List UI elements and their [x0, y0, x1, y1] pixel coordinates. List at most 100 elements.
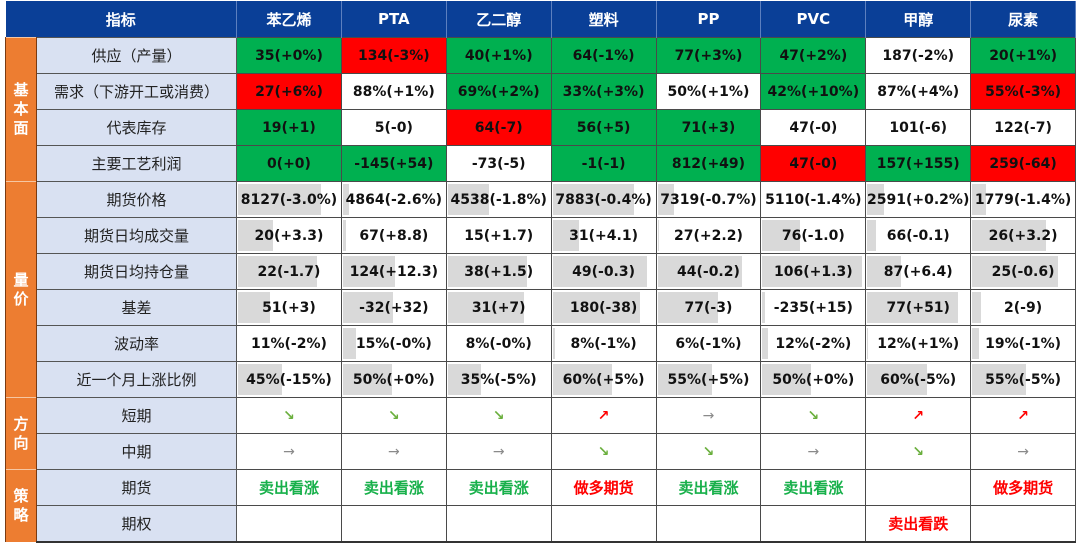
cell-pta: 88%(+1%) — [340, 73, 447, 110]
data-bar — [867, 292, 958, 323]
data-bar — [657, 256, 742, 287]
cell-ethylene-glycol: 31(+7) — [445, 289, 552, 326]
cell-pvc: 47(-0) — [760, 109, 867, 146]
data-bar — [657, 292, 718, 323]
cell-urea: → — [970, 433, 1077, 470]
table-row: 期货日均成交量 20(+3.3) 67(+8.8) 15(+1.7) 31(+4.1) 2… — [6, 217, 1077, 254]
cell-urea: 55%(-5%) — [970, 361, 1077, 398]
cell-value: 4538(-1.8%) — [450, 191, 547, 208]
cell-plastic: 7883(-0.4%) — [550, 181, 657, 218]
header-pp: PP — [655, 1, 762, 38]
cell-pp — [655, 505, 762, 543]
cell-pta: 124(+12.3) — [340, 253, 447, 290]
cell-value: 12%(+1%) — [877, 335, 960, 352]
data-bar — [552, 328, 555, 359]
data-bar — [867, 256, 901, 287]
cell-value: 6%(-1%) — [675, 335, 742, 352]
cell-ethylene-glycol: ↘ — [445, 397, 552, 434]
cell-value: 31(+7) — [471, 299, 526, 316]
cell-value: 19%(-1%) — [985, 335, 1062, 352]
row-label: 近一个月上涨比例 — [35, 361, 238, 398]
cell-value: 77(-3) — [684, 299, 733, 316]
cell-value: 11%(-2%) — [251, 335, 327, 352]
cell-value: 38(+1.5) — [464, 263, 534, 280]
header-metric: 指标 — [5, 1, 238, 38]
arrow-right-icon: → — [702, 407, 715, 424]
category-strategy: 策略 — [5, 469, 37, 542]
cell-pvc: 卖出看涨 — [760, 469, 867, 506]
data-bar — [867, 220, 876, 251]
cell-pta: -145(+54) — [340, 145, 447, 182]
cell-ethylene-glycol — [445, 505, 552, 543]
cell-value: 50%(+0%) — [772, 371, 855, 388]
table-row: 中期 → → → ↘ ↘ → ↘ → — [6, 433, 1077, 470]
cell-plastic: 56(+5) — [550, 109, 657, 146]
cell-value: 27(+2.2) — [674, 227, 743, 244]
cell-styrene: 45%(-15%) — [236, 361, 342, 398]
cell-methanol: 66(-0.1) — [865, 217, 972, 254]
cell-methanol: 卖出看跌 — [865, 505, 972, 543]
arrow-down-right-icon: ↘ — [387, 407, 400, 424]
cell-urea — [970, 505, 1077, 543]
cell-pvc: 12%(-2%) — [760, 325, 867, 362]
table-row: 需求（下游开工或消费） 27(+6%) 88%(+1%) 69%(+2%) 33%(+3… — [6, 73, 1077, 110]
cell-value: -235(+15) — [773, 299, 853, 316]
arrow-down-right-icon: ↘ — [912, 443, 925, 460]
row-label: 期权 — [35, 505, 238, 543]
cell-styrene: 22(-1.7) — [236, 253, 342, 290]
data-bar — [657, 364, 712, 395]
cell-urea: 55%(-3%) — [970, 73, 1077, 110]
data-bar — [342, 328, 357, 359]
cell-value: 22(-1.7) — [257, 263, 321, 280]
data-bar — [552, 256, 648, 287]
cell-styrene: 卖出看涨 — [236, 469, 342, 506]
cell-value: 7883(-0.4%) — [555, 191, 652, 208]
cell-ethylene-glycol: 4538(-1.8%) — [445, 181, 552, 218]
cell-ethylene-glycol: 40(+1%) — [445, 37, 552, 74]
header-styrene: 苯乙烯 — [236, 1, 342, 38]
cell-methanol — [865, 469, 972, 506]
cell-pp: 6%(-1%) — [655, 325, 762, 362]
header-urea: 尿素 — [970, 1, 1077, 38]
arrow-up-right-icon: ↗ — [912, 407, 925, 424]
cell-styrene: ↘ — [236, 397, 342, 434]
cell-urea: 20(+1%) — [970, 37, 1077, 74]
cell-pvc: 106(+1.3) — [760, 253, 867, 290]
row-label: 期货价格 — [35, 181, 238, 218]
data-bar — [972, 256, 1059, 287]
cell-value: 50%(+0%) — [352, 371, 435, 388]
table-body: 基本面 供应（产量） 35(+0%) 134(-3%) 40(+1%) 64(-1%) 77… — [5, 37, 1077, 543]
arrow-right-icon: → — [492, 443, 505, 460]
data-bar — [972, 184, 986, 215]
cell-plastic: -1(-1) — [550, 145, 657, 182]
data-bar — [342, 292, 393, 323]
table-row: 主要工艺利润 0(+0) -145(+54) -73(-5) -1(-1) 812(+49… — [6, 145, 1077, 182]
cell-ethylene-glycol: 卖出看涨 — [445, 469, 552, 506]
cell-value: 8%(-0%) — [465, 335, 532, 352]
table-row: 期货日均持仓量 22(-1.7) 124(+12.3) 38(+1.5) 49(-0.3… — [6, 253, 1077, 290]
cell-urea: 19%(-1%) — [970, 325, 1077, 362]
cell-urea: 1779(-1.4%) — [970, 181, 1077, 218]
row-label: 主要工艺利润 — [35, 145, 238, 182]
cell-pp: 812(+49) — [655, 145, 762, 182]
row-label: 代表库存 — [35, 109, 238, 146]
arrow-up-right-icon: ↗ — [1017, 407, 1029, 424]
data-bar — [657, 184, 675, 215]
cell-value: 67(+8.8) — [359, 227, 429, 244]
cell-pp: 71(+3) — [655, 109, 762, 146]
data-bar — [552, 184, 634, 215]
cell-methanol: 2591(+0.2%) — [865, 181, 972, 218]
strategy-text: 卖出看涨 — [258, 479, 319, 497]
data-bar — [342, 364, 392, 395]
cell-ethylene-glycol: 15(+1.7) — [445, 217, 552, 254]
strategy-text: 卖出看涨 — [678, 479, 739, 497]
table-row: 基本面 供应（产量） 35(+0%) 134(-3%) 40(+1%) 64(-1%) 77… — [5, 37, 1077, 182]
cell-styrene: 51(+3) — [236, 289, 342, 326]
cell-value: 5110(-1.4%) — [765, 191, 862, 208]
data-bar — [238, 184, 322, 215]
cell-pp: 卖出看涨 — [655, 469, 762, 506]
cell-pp: 77(-3) — [655, 289, 762, 326]
commodity-dashboard-table: 指标 苯乙烯 PTA 乙二醇 塑料 PP PVC 甲醇 尿素 基本面 供应（产量）… — [5, 1, 1077, 543]
header-methanol: 甲醇 — [865, 1, 972, 38]
row-label: 供应（产量） — [35, 37, 238, 74]
